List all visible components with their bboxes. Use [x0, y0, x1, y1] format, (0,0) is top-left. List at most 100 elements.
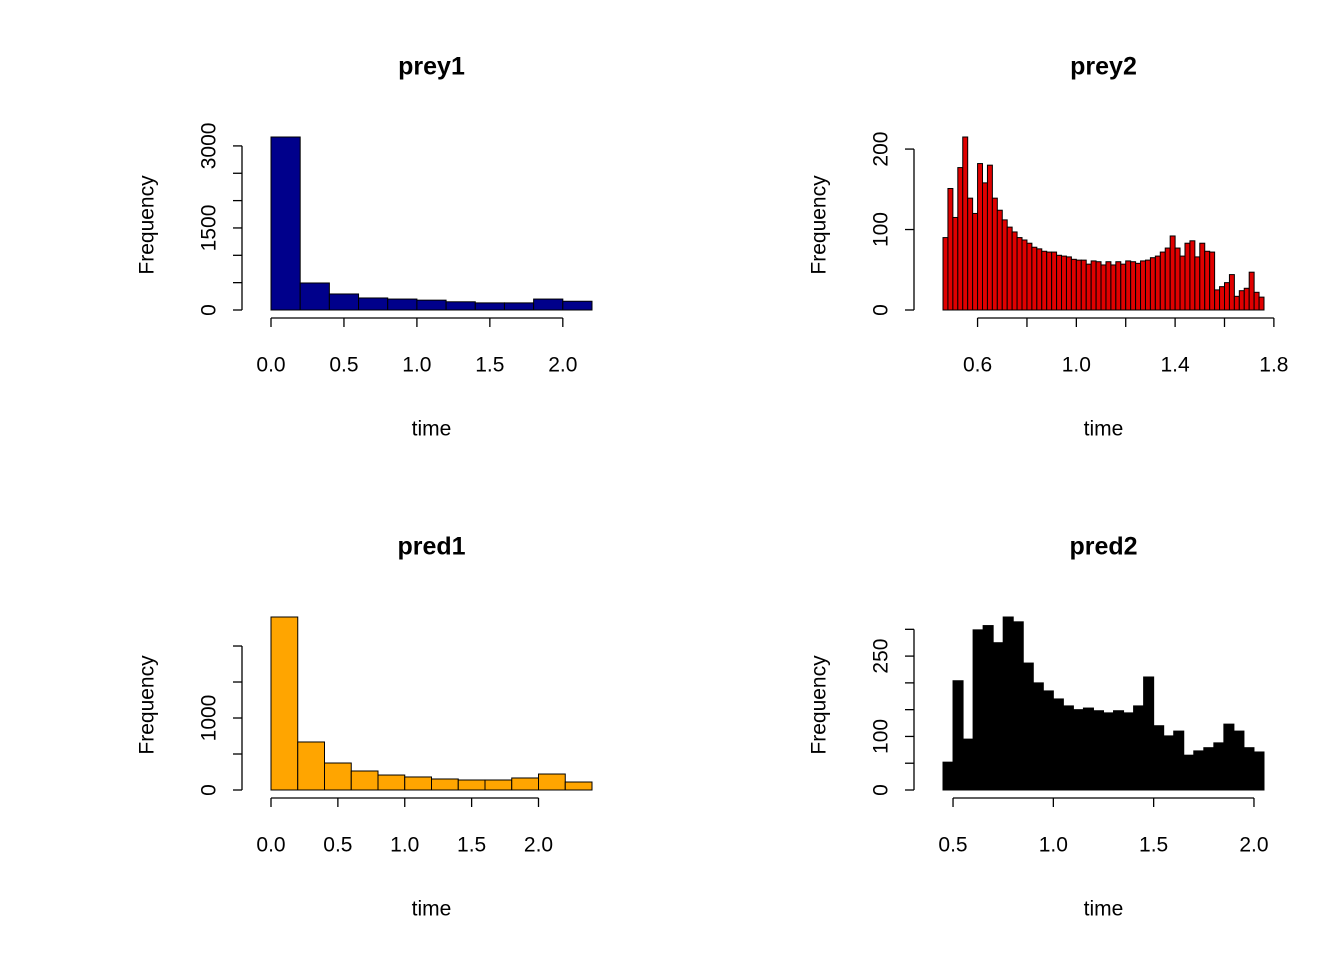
histogram-bar	[1140, 260, 1146, 311]
histogram-bar	[1120, 263, 1127, 311]
histogram-bar	[1041, 250, 1048, 311]
histogram-bar	[1169, 235, 1176, 311]
histogram-bar	[996, 209, 1003, 311]
histogram-bar	[1103, 712, 1115, 791]
histogram-bar	[1062, 705, 1074, 791]
histogram-bar	[942, 237, 949, 311]
histogram-bar	[324, 762, 352, 791]
histogram-bar	[1070, 258, 1077, 311]
histogram-bar	[1082, 707, 1094, 791]
histogram-bar	[1209, 251, 1216, 311]
histogram-bar	[952, 680, 964, 791]
histogram-bar	[1228, 274, 1235, 311]
histogram-bar	[1253, 291, 1260, 311]
histogram-bar	[1123, 712, 1135, 791]
histogram-bar	[1113, 710, 1125, 791]
histogram-bar	[1189, 240, 1196, 311]
histogram-bar	[982, 625, 994, 791]
histogram-bar	[1022, 662, 1034, 791]
histogram-bar	[1179, 255, 1186, 311]
histogram-bar	[1042, 690, 1054, 791]
x-tick-label: 2.0	[548, 354, 577, 377]
histogram-bar	[1159, 251, 1166, 311]
histogram-bar	[1052, 698, 1064, 791]
histogram-bar	[503, 302, 535, 311]
x-tick-label: 0.6	[963, 354, 992, 377]
x-tick-label: 0.0	[256, 834, 285, 857]
histogram-bar	[1051, 251, 1058, 311]
histogram-bar	[972, 212, 979, 311]
x-tick-label: 2.0	[1239, 834, 1268, 857]
x-tick-label: 0.5	[329, 354, 358, 377]
y-axis-label: Frequency	[136, 175, 159, 275]
histogram-bar	[474, 302, 505, 311]
panel-title: pred2	[1069, 533, 1137, 561]
histogram-bar	[416, 299, 447, 311]
histogram-bar	[1001, 219, 1008, 311]
histogram-bar	[1219, 286, 1225, 311]
histogram-bar	[1032, 682, 1044, 791]
histogram-bar	[977, 163, 984, 311]
panel-title: prey1	[398, 53, 465, 81]
histogram-bar	[1133, 705, 1145, 791]
histogram-bar	[270, 616, 299, 791]
histogram-bar	[1125, 260, 1132, 311]
histogram-bar	[1258, 296, 1265, 311]
histogram-bar	[1036, 248, 1043, 311]
y-axis-label: Frequency	[808, 175, 831, 275]
histogram-bar	[404, 776, 432, 791]
y-axis-label: Frequency	[136, 655, 159, 755]
x-tick-label: 1.5	[457, 834, 486, 857]
histogram-bar	[1184, 242, 1191, 311]
histogram-bar	[1143, 676, 1155, 791]
histogram-bar	[967, 197, 974, 311]
y-axis-label: Frequency	[808, 655, 831, 755]
x-tick-label: 1.5	[475, 354, 504, 377]
x-axis-label: time	[412, 898, 452, 921]
histogram-bar	[1011, 231, 1018, 311]
x-tick-label: 1.0	[402, 354, 431, 377]
x-tick-label: 0.5	[323, 834, 352, 857]
histogram-bar	[1163, 735, 1175, 791]
y-tick-label: 200	[870, 132, 893, 167]
histogram-bar	[1203, 747, 1215, 791]
histogram-bar	[533, 298, 564, 311]
histogram-bar	[350, 770, 379, 791]
histogram-bar	[1026, 242, 1033, 311]
histogram-bar	[982, 182, 988, 311]
histogram-bar	[1056, 254, 1063, 311]
y-tick-label: 250	[870, 639, 893, 674]
histogram-bar	[947, 187, 954, 311]
histogram-bar	[1031, 246, 1038, 311]
histogram-bar	[1164, 247, 1171, 311]
y-tick-label: 0	[198, 304, 221, 316]
histogram-bar	[377, 774, 406, 791]
x-axis-label: time	[412, 418, 452, 441]
histogram-bar	[1204, 250, 1211, 311]
histogram-bar	[1065, 256, 1072, 311]
histogram-bar	[1135, 262, 1142, 311]
x-tick-label: 1.0	[1062, 354, 1091, 377]
x-tick-label: 1.5	[1139, 834, 1168, 857]
histogram-bar	[1085, 263, 1092, 311]
x-tick-label: 2.0	[524, 834, 553, 857]
y-tick-label: 1000	[198, 695, 221, 742]
histogram-bar	[1006, 226, 1013, 311]
histogram-bar	[1144, 259, 1151, 311]
histogram-bar	[1213, 742, 1225, 791]
histogram-bar	[942, 761, 954, 791]
x-axis-label: time	[1084, 418, 1124, 441]
panel-title: pred1	[397, 533, 465, 561]
histogram-bar	[1193, 750, 1205, 791]
histogram-bar	[1149, 257, 1156, 311]
histogram-bar	[1238, 290, 1245, 311]
histogram-bar	[270, 136, 301, 311]
histogram-bar	[1080, 259, 1087, 311]
y-tick-label: 0	[870, 784, 893, 796]
y-tick-label: 1500	[198, 205, 221, 252]
x-tick-label: 1.8	[1259, 354, 1288, 377]
histogram-bar	[1153, 725, 1165, 791]
histogram-bar	[562, 300, 593, 311]
histogram-bar	[1194, 256, 1201, 311]
